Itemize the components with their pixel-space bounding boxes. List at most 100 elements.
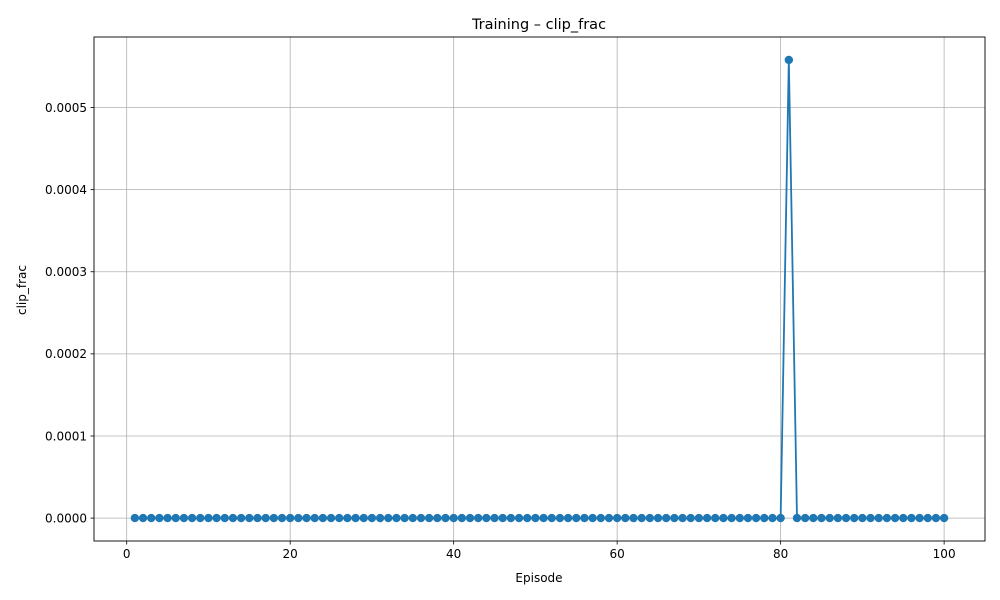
data-point	[375, 513, 385, 523]
data-point	[335, 513, 344, 523]
data-point	[228, 513, 238, 523]
data-point	[678, 513, 687, 523]
data-point	[686, 513, 695, 523]
data-point	[343, 513, 352, 523]
data-point	[670, 513, 679, 523]
data-point	[760, 513, 769, 523]
y-tick-label: 0.0004	[45, 183, 87, 197]
data-point	[179, 513, 189, 523]
data-point	[890, 513, 900, 523]
data-point	[719, 513, 728, 523]
data-point	[547, 513, 556, 523]
data-point	[351, 513, 360, 523]
data-point	[939, 513, 949, 523]
data-point	[441, 513, 450, 523]
data-point	[702, 513, 712, 523]
data-point	[326, 513, 336, 523]
data-point	[212, 513, 221, 523]
data-point	[825, 513, 834, 523]
data-point	[236, 513, 246, 523]
data-point	[596, 513, 606, 523]
data-point	[261, 513, 270, 523]
data-point	[882, 513, 892, 523]
data-point	[408, 513, 417, 523]
data-point	[694, 513, 704, 523]
data-point	[457, 513, 467, 523]
data-point	[523, 513, 532, 523]
data-point	[506, 513, 516, 523]
data-point	[776, 513, 785, 523]
y-axis-ticks: 0.0000 0.0001 0.0002 0.0003 0.0004 0.0005	[45, 101, 94, 525]
data-point	[645, 513, 655, 523]
x-tick-label: 60	[610, 547, 625, 561]
data-point	[171, 513, 180, 523]
data-point	[531, 513, 540, 523]
data-point	[662, 513, 671, 523]
data-point	[850, 513, 859, 523]
data-point	[858, 513, 867, 523]
plot-area-frame	[93, 36, 986, 542]
data-point	[841, 513, 851, 523]
data-point	[310, 513, 319, 523]
data-point	[138, 513, 148, 523]
y-tick-label: 0.0001	[45, 429, 87, 443]
data-point	[792, 513, 802, 523]
chart-title: Training – clip_frac	[471, 17, 606, 33]
grid-lines	[94, 37, 985, 541]
data-point	[294, 513, 303, 523]
x-tick-label: 80	[773, 547, 788, 561]
data-point	[735, 513, 744, 523]
data-point	[416, 513, 426, 523]
x-axis-ticks: 0 20 40 60 80 100	[123, 541, 956, 561]
data-point	[384, 513, 393, 523]
data-point	[359, 513, 368, 523]
data-point	[915, 513, 924, 523]
y-tick-label: 0.0000	[45, 511, 87, 525]
data-point	[433, 513, 442, 523]
data-point	[809, 513, 818, 523]
data-point	[318, 513, 328, 523]
data-point	[514, 513, 524, 523]
y-tick-label: 0.0003	[45, 265, 87, 279]
data-point	[800, 513, 810, 523]
data-point	[907, 513, 916, 523]
y-axis-label: clip_frac	[15, 265, 29, 315]
data-point	[155, 513, 164, 523]
data-point	[490, 513, 499, 523]
data-point	[539, 513, 548, 523]
data-point	[367, 513, 377, 523]
data-point	[245, 513, 254, 523]
data-point	[449, 513, 458, 523]
series-line	[134, 59, 945, 519]
data-point	[196, 513, 205, 523]
data-point	[629, 513, 638, 523]
data-point	[866, 513, 875, 523]
data-point	[727, 513, 736, 523]
data-point	[400, 513, 409, 523]
y-tick-label: 0.0005	[45, 101, 87, 115]
data-point	[768, 513, 777, 523]
data-point	[751, 513, 761, 523]
data-point	[424, 513, 434, 523]
data-point	[653, 513, 663, 523]
data-point	[784, 55, 794, 65]
data-point	[253, 513, 262, 523]
data-point	[833, 513, 843, 523]
data-point	[204, 513, 213, 523]
data-point	[163, 513, 172, 523]
x-tick-label: 20	[283, 547, 298, 561]
x-axis-label: Episode	[515, 571, 562, 585]
data-point	[563, 513, 573, 523]
data-point	[187, 513, 197, 523]
data-point	[817, 513, 826, 523]
data-point	[465, 513, 475, 523]
data-point	[923, 513, 932, 523]
data-point	[743, 513, 753, 523]
data-point	[498, 513, 507, 523]
data-point	[874, 513, 883, 523]
data-point	[302, 513, 311, 523]
data-point	[392, 513, 401, 523]
data-point	[711, 513, 720, 523]
data-point	[899, 513, 908, 523]
